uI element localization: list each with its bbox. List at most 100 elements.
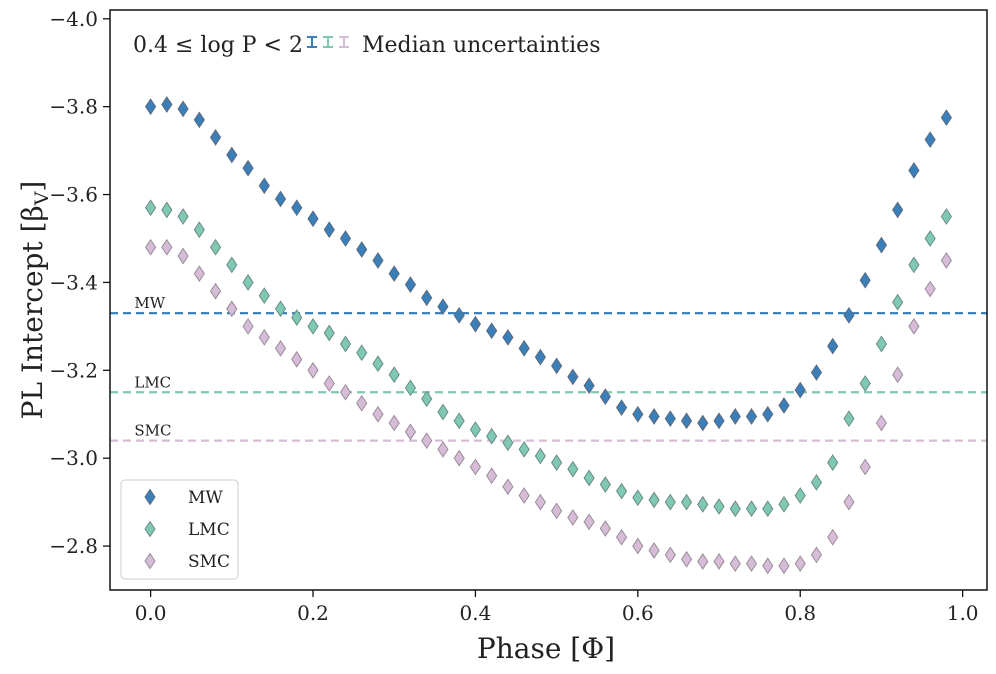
point-smc: [583, 513, 595, 531]
point-lmc: [242, 274, 254, 291]
point-smc: [469, 458, 482, 476]
y-axis-ticks: −4.0 −3.8 −3.6 −3.4 −3.2 −3.0 −2.8: [49, 7, 110, 558]
point-mw: [599, 388, 611, 406]
y-tick-label: −3.0: [49, 446, 98, 470]
point-lmc: [372, 355, 384, 373]
point-smc: [940, 252, 952, 269]
point-mw: [551, 357, 563, 375]
x-tick-label: 1.0: [947, 601, 979, 625]
point-smc: [827, 528, 839, 546]
point-smc: [421, 432, 433, 450]
point-mw: [908, 161, 920, 179]
point-smc: [404, 423, 417, 441]
point-lmc: [356, 344, 368, 362]
reference-lines: MW LMC SMC: [110, 294, 987, 442]
point-mw: [713, 412, 725, 430]
reference-label-mw: MW: [134, 294, 165, 312]
y-axis-title-sub: V: [31, 191, 53, 206]
point-lmc: [632, 489, 644, 507]
point-lmc: [924, 230, 936, 247]
point-smc: [843, 493, 855, 511]
point-smc: [274, 339, 287, 357]
point-smc: [502, 478, 514, 496]
point-lmc: [339, 335, 352, 353]
point-lmc: [859, 375, 871, 392]
point-lmc: [437, 403, 449, 421]
point-lmc: [258, 287, 270, 305]
point-smc: [307, 361, 319, 379]
point-mw: [323, 221, 335, 239]
point-lmc: [307, 317, 319, 335]
point-smc: [437, 440, 449, 458]
point-smc: [567, 509, 579, 526]
point-smc: [193, 265, 205, 283]
point-smc: [924, 280, 936, 298]
point-smc: [388, 414, 400, 432]
point-lmc: [177, 208, 189, 225]
point-smc: [486, 467, 498, 485]
point-lmc: [567, 460, 579, 478]
point-mw: [778, 397, 790, 414]
point-mw: [274, 190, 287, 208]
x-tick-label: 0.0: [135, 601, 167, 625]
legend: MW LMC SMC: [120, 479, 239, 580]
legend-label-mw: MW: [188, 488, 223, 508]
point-lmc: [502, 434, 514, 452]
point-mw: [859, 271, 871, 289]
point-lmc: [583, 469, 595, 487]
point-lmc: [421, 390, 433, 408]
point-mw: [307, 210, 319, 228]
point-mw: [534, 348, 546, 366]
point-smc: [356, 394, 368, 412]
point-mw: [875, 236, 888, 254]
point-smc: [323, 375, 335, 392]
point-mw: [502, 328, 514, 346]
point-lmc: [274, 300, 287, 318]
point-mw: [437, 298, 449, 315]
point-smc: [664, 546, 676, 564]
point-lmc: [827, 454, 839, 471]
point-mw: [388, 265, 400, 283]
point-smc: [892, 366, 904, 384]
point-mw: [404, 276, 417, 294]
median-uncertainty-bars: [307, 36, 349, 48]
point-smc: [794, 555, 806, 573]
x-axis-title: Phase [Φ]: [477, 632, 615, 665]
point-lmc: [599, 476, 611, 493]
point-mw: [518, 339, 530, 357]
point-mw: [729, 408, 741, 425]
point-mw: [827, 337, 839, 355]
point-smc: [177, 247, 189, 265]
point-lmc: [892, 293, 904, 311]
point-mw: [291, 199, 303, 217]
x-axis-ticks: 0.0 0.2 0.4 0.6 0.8 1.0: [135, 590, 979, 625]
period-range-annotation: 0.4 ≤ log P < 2: [133, 33, 303, 58]
x-tick-label: 0.4: [460, 601, 492, 625]
point-lmc: [794, 487, 806, 504]
point-mw: [583, 377, 595, 395]
legend-label-smc: SMC: [188, 552, 230, 572]
point-lmc: [713, 498, 725, 515]
point-smc: [713, 553, 725, 570]
x-tick-label: 0.6: [622, 601, 654, 625]
point-lmc: [778, 495, 790, 513]
point-smc: [145, 238, 157, 256]
point-smc: [632, 537, 644, 555]
y-tick-label: −3.6: [49, 183, 98, 207]
point-mw: [794, 381, 806, 399]
y-tick-label: −3.8: [49, 95, 98, 119]
point-lmc: [664, 493, 676, 511]
point-mw: [697, 414, 709, 432]
point-mw: [648, 408, 660, 425]
point-smc: [291, 350, 303, 368]
legend-marker-mw: [144, 488, 156, 506]
point-lmc: [193, 221, 205, 239]
point-smc: [615, 528, 628, 546]
point-lmc: [486, 427, 498, 445]
y-axis-title-main: PL Intercept [β: [16, 205, 49, 419]
point-mw: [892, 201, 904, 219]
point-mw: [940, 109, 952, 127]
point-smc: [518, 487, 530, 504]
x-tick-label: 0.8: [784, 601, 816, 625]
point-lmc: [843, 410, 855, 428]
